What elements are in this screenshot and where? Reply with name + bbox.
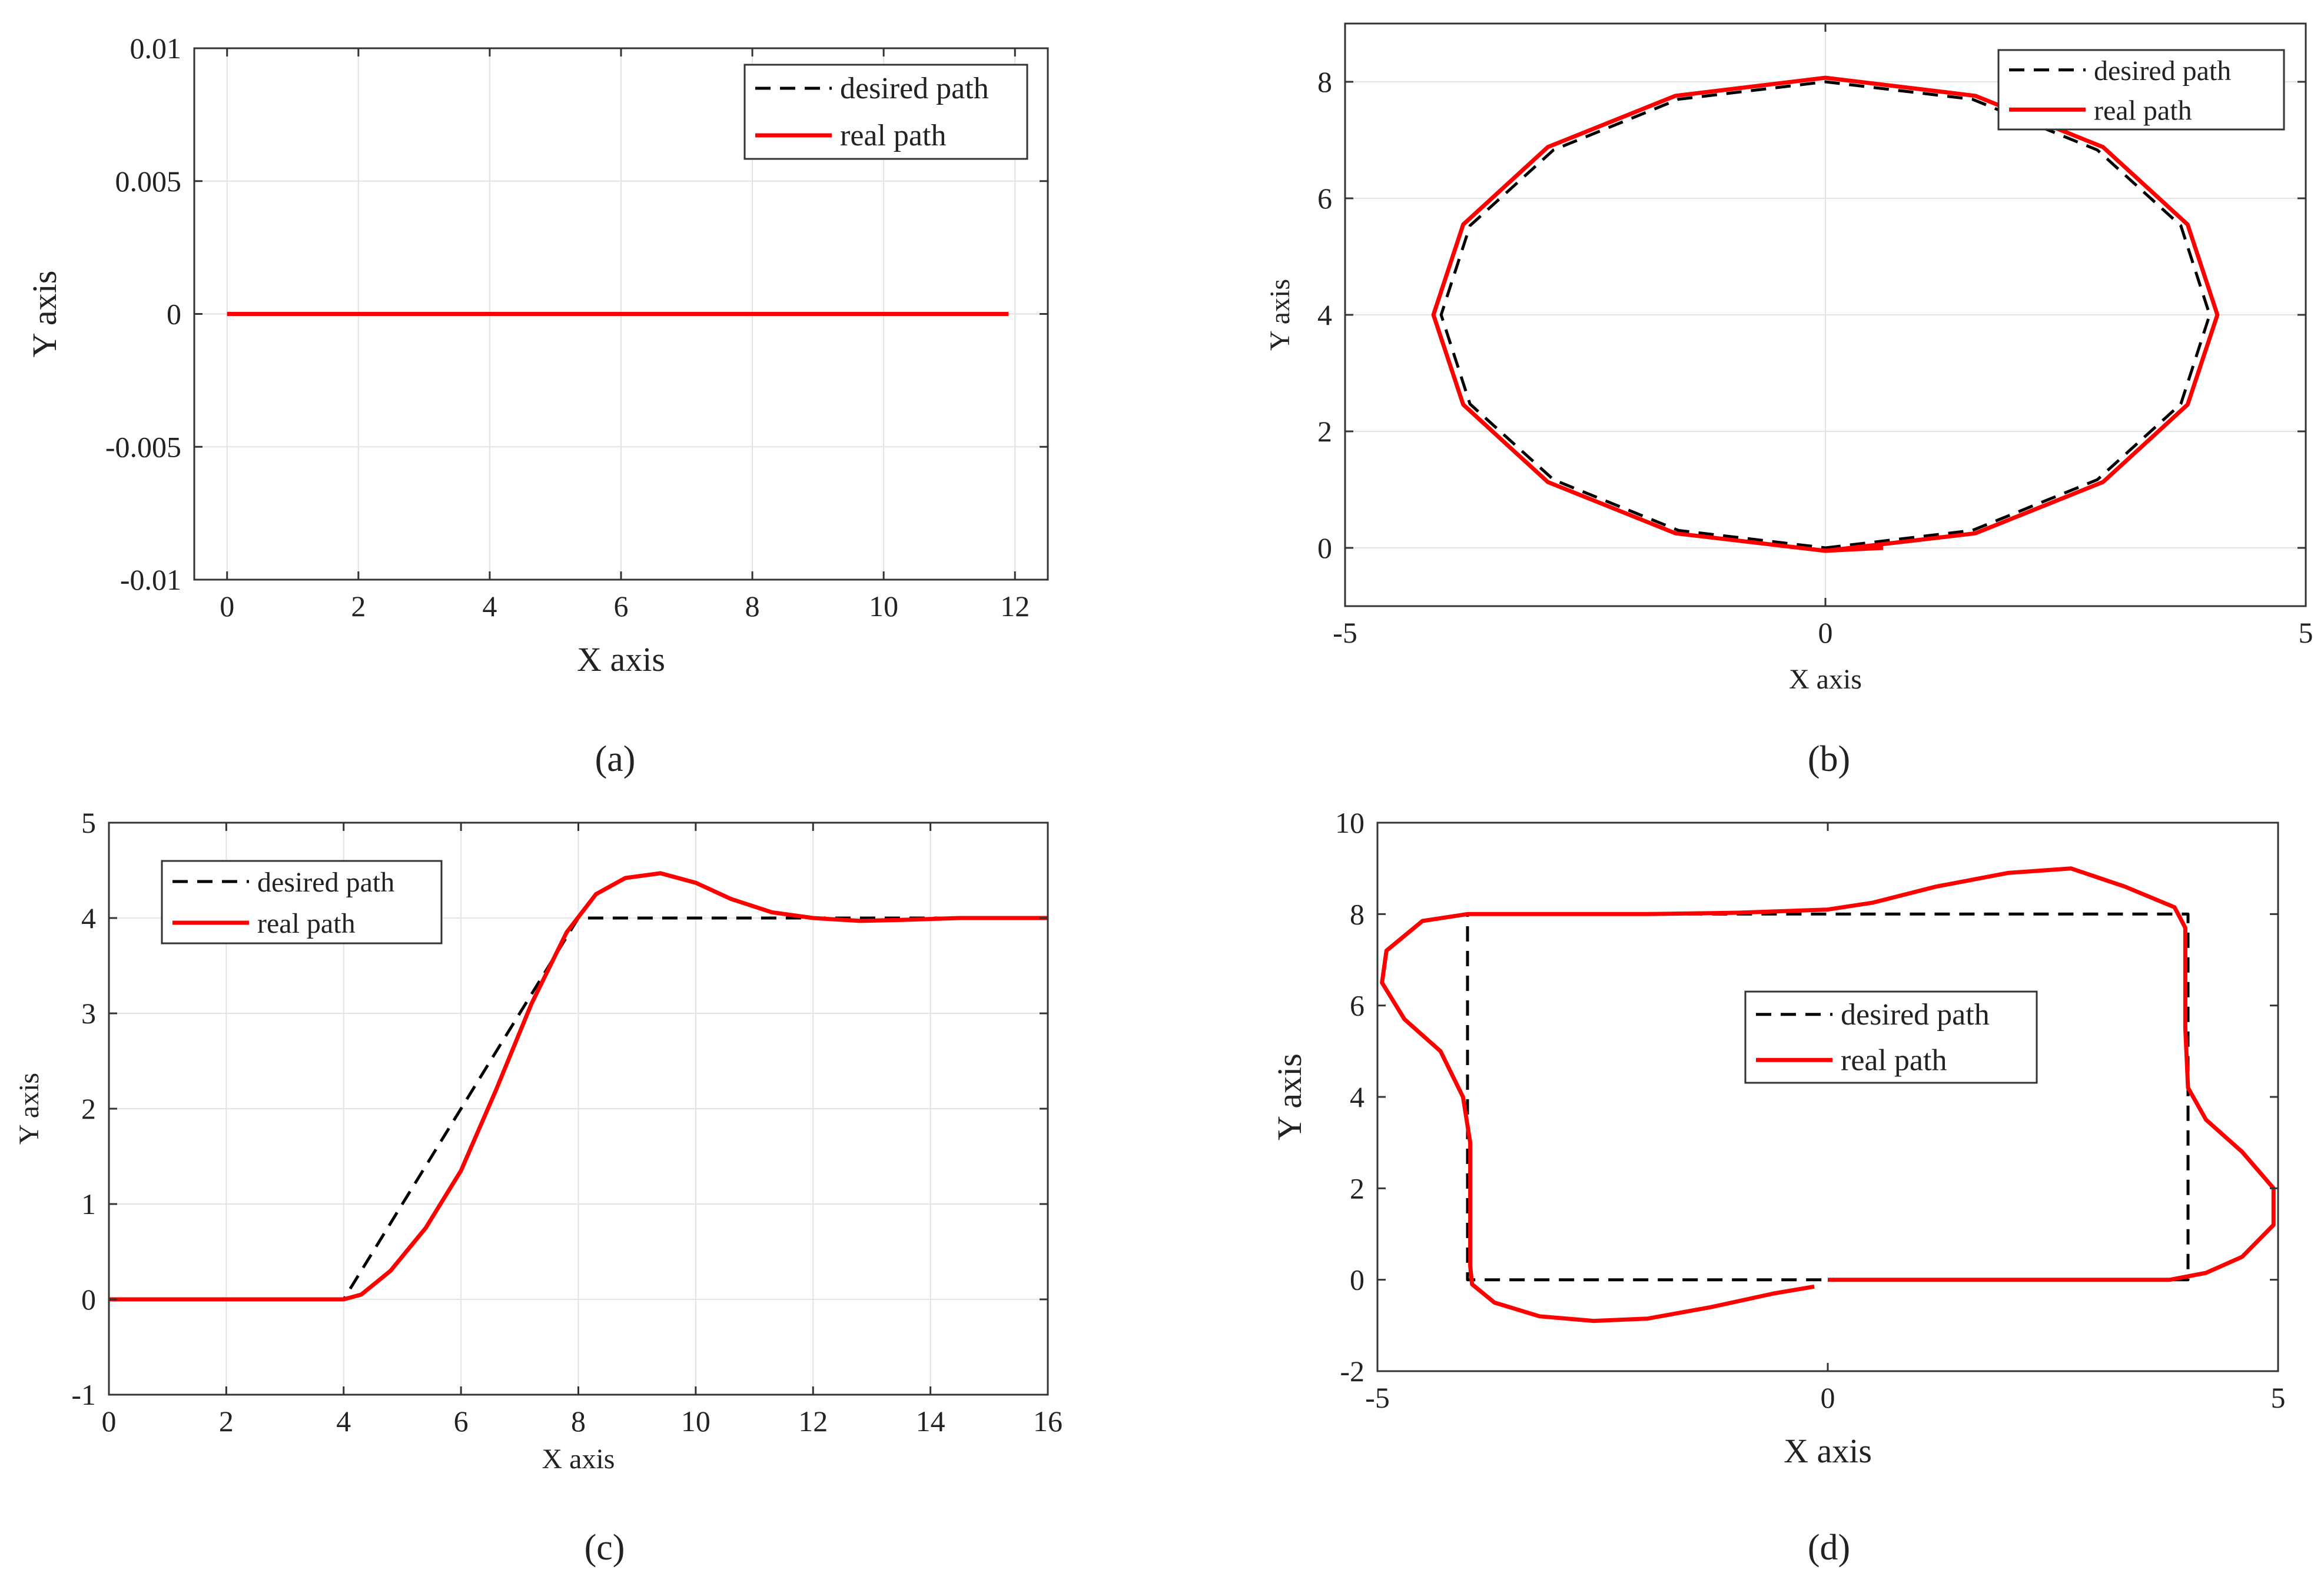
x-tick-label: -5: [1333, 616, 1357, 649]
y-tick-label: 5: [81, 806, 96, 839]
y-axis-label: Y axis: [25, 271, 64, 358]
x-tick-label: 10: [681, 1405, 711, 1438]
y-tick-label: 2: [1350, 1172, 1364, 1205]
y-tick-label: 0: [167, 298, 181, 331]
series-line-desired-path: [1439, 80, 2212, 550]
series-line-real-path: [1431, 75, 2220, 553]
legend-label: real path: [257, 908, 356, 939]
x-tick-label: 8: [745, 590, 760, 623]
caption-c: (c): [585, 1528, 625, 1568]
y-tick-label: -2: [1340, 1355, 1364, 1388]
x-axis-label: X axis: [542, 1444, 615, 1475]
x-tick-label: 12: [798, 1405, 828, 1438]
y-tick-label: 0.005: [115, 165, 182, 198]
x-tick-label: 0: [102, 1405, 117, 1438]
y-tick-label: 4: [1317, 298, 1332, 331]
x-tick-label: 0: [1818, 616, 1833, 649]
caption-b: (b): [1808, 739, 1850, 779]
y-tick-label: 2: [81, 1092, 96, 1125]
y-tick-label: 8: [1350, 897, 1364, 930]
y-tick-label: 10: [1335, 806, 1364, 839]
legend-box: [1744, 990, 2038, 1084]
legend: desired path real path: [743, 64, 1028, 160]
caption-a: (a): [595, 739, 636, 779]
series-line-real-path: [1380, 866, 2276, 1323]
legend-label: desired path: [1841, 998, 1990, 1032]
legend-label: real path: [2094, 95, 2192, 126]
y-tick-label: 0: [1317, 531, 1332, 564]
legend: desired path real path: [1997, 49, 2285, 131]
y-tick-label: -0.005: [105, 430, 181, 463]
caption-d: (d): [1808, 1528, 1850, 1568]
legend: desired path real path: [1744, 990, 2038, 1084]
chart-panel-1: 0 2 4 6 8 10 12 -0.01 -0.005 0 0.005 0.01 X axis Y ax…: [25, 32, 1049, 679]
x-axis-label: X axis: [577, 640, 665, 679]
y-axis-label: Y axis: [14, 1073, 45, 1145]
y-tick-label: 1: [81, 1188, 96, 1220]
y-tick-label: 4: [81, 902, 96, 934]
y-axis-label: Y axis: [1264, 279, 1296, 351]
x-tick-label: 2: [219, 1405, 234, 1438]
x-tick-label: 10: [869, 590, 898, 623]
legend-label: desired path: [840, 72, 989, 105]
x-tick-label: 16: [1033, 1405, 1063, 1438]
legend-label: desired path: [2094, 55, 2231, 87]
legend-label: real path: [1841, 1043, 1947, 1077]
y-tick-label: 3: [81, 997, 96, 1030]
x-tick-label: 4: [482, 590, 497, 623]
x-tick-label: 5: [2299, 616, 2313, 649]
y-tick-label: 0: [1350, 1263, 1364, 1296]
legend: desired path real path: [161, 860, 443, 945]
x-tick-label: -5: [1365, 1381, 1390, 1414]
x-tick-label: 2: [351, 590, 366, 623]
y-tick-label: 0.01: [130, 32, 182, 65]
y-tick-label: 4: [1350, 1080, 1364, 1113]
x-tick-label: 6: [614, 590, 629, 623]
chart-panel-2: -5 0 5 0 2 4 6 8 X axis Y axis desired path real pa…: [1264, 22, 2313, 695]
y-tick-label: 2: [1317, 415, 1332, 448]
x-tick-label: 14: [916, 1405, 945, 1438]
legend-box: [1997, 49, 2285, 131]
x-tick-label: 0: [1821, 1381, 1835, 1414]
legend-box: [743, 64, 1028, 160]
x-tick-label: 5: [2271, 1381, 2286, 1414]
x-tick-label: 8: [571, 1405, 586, 1438]
y-tick-label: -1: [71, 1378, 96, 1411]
y-tick-label: 0: [81, 1283, 96, 1316]
y-tick-label: 8: [1317, 65, 1332, 98]
legend-label: desired path: [257, 867, 394, 898]
x-tick-label: 12: [1000, 590, 1030, 623]
legend-box: [161, 860, 443, 945]
y-tick-label: -0.01: [120, 563, 181, 596]
y-tick-label: 6: [1317, 182, 1332, 215]
x-tick-label: 4: [336, 1405, 351, 1438]
y-tick-label: 6: [1350, 989, 1364, 1022]
legend-label: real path: [840, 119, 946, 152]
x-axis-label: X axis: [1784, 1432, 1872, 1470]
series-line-real-path: [109, 871, 1048, 1302]
x-axis-label: X axis: [1789, 664, 1862, 695]
x-tick-label: 0: [220, 590, 234, 623]
chart-panel-4: -5 0 5 -2 0 2 4 6 8 10 X axis Y axis desired path rea…: [1270, 806, 2286, 1470]
y-axis-label: Y axis: [1270, 1053, 1309, 1140]
x-tick-label: 6: [454, 1405, 469, 1438]
